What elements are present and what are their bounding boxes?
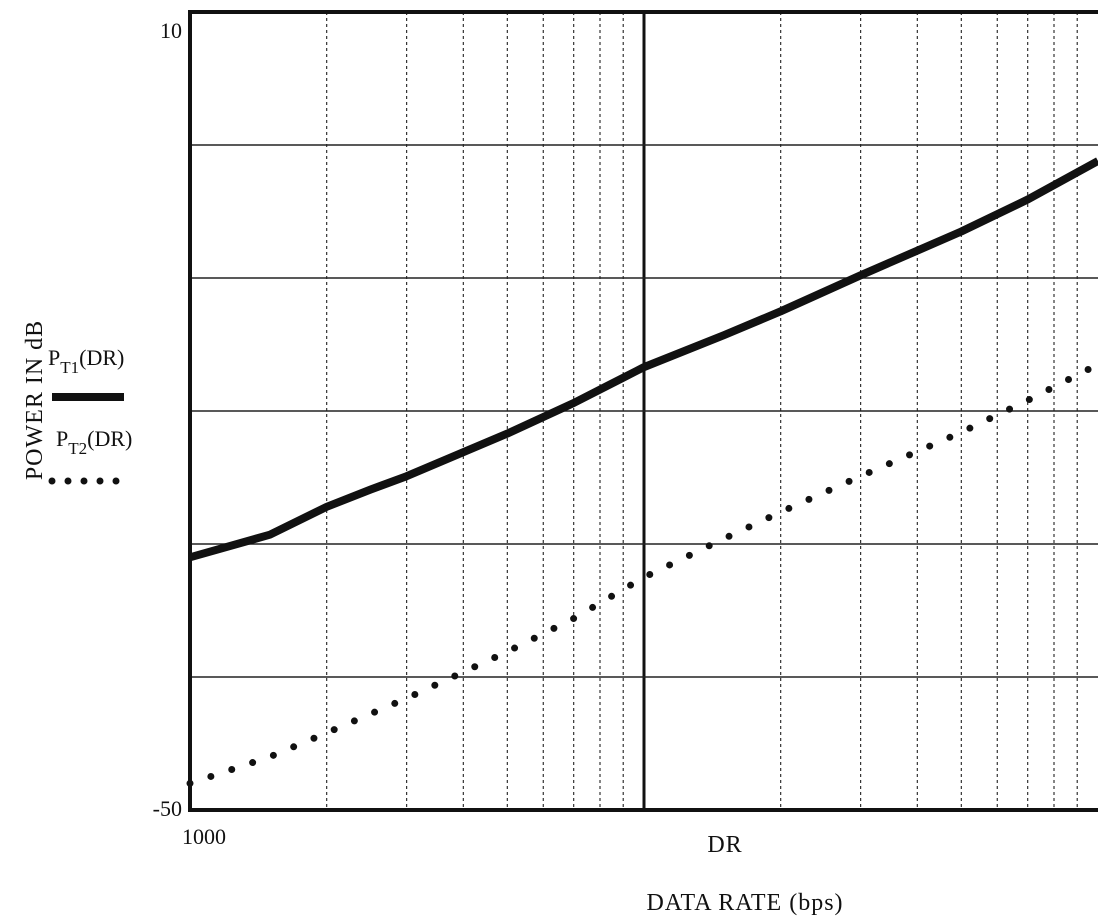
y-tick-label-bottom: -50 <box>153 796 182 821</box>
grid <box>190 12 1098 810</box>
legend-pt1-arg: (DR) <box>79 345 124 370</box>
x-axis-title: DATA RATE (bps) <box>646 890 843 916</box>
series-pt1-line <box>188 157 1098 562</box>
legend-pt1-sub: T1 <box>60 358 79 377</box>
plot-frame <box>188 10 1098 812</box>
legend-pt1-main: P <box>48 345 60 370</box>
svg-text:PT1(DR): PT1(DR) <box>48 345 124 377</box>
y-tick-label-top: 10 <box>160 18 182 43</box>
legend-pt2-main: P <box>56 426 68 451</box>
svg-text:PT2(DR): PT2(DR) <box>56 426 132 458</box>
x-variable-label: DR <box>707 832 742 858</box>
legend-entry-pt1: PT1(DR) <box>48 345 124 401</box>
x-tick-label-left: 1000 <box>182 824 226 849</box>
series-group <box>186 157 1098 787</box>
legend-pt2-sub: T2 <box>68 439 87 458</box>
y-axis-title: POWER IN dB <box>22 320 48 480</box>
legend-pt2-arg: (DR) <box>87 426 132 451</box>
legend-entry-pt2: PT2(DR) <box>48 426 132 485</box>
